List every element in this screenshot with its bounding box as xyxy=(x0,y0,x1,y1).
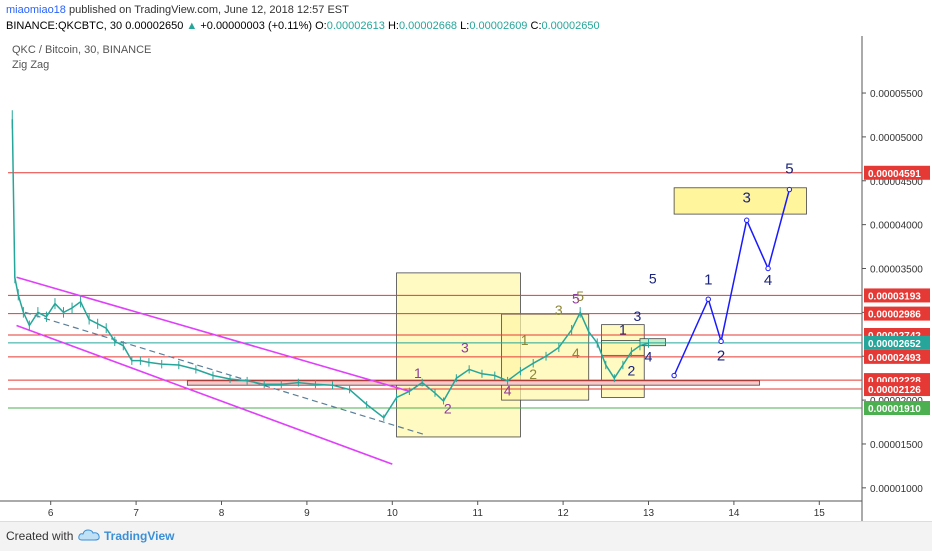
projection-point xyxy=(718,338,724,345)
wave-label: 5 xyxy=(576,288,584,304)
x-tick-label: 12 xyxy=(558,508,570,519)
wave-label: 4 xyxy=(572,345,580,361)
wave-label: 1 xyxy=(619,321,627,337)
created-with-text: Created with xyxy=(6,529,74,543)
wave-label: 2 xyxy=(444,400,452,416)
author-link[interactable]: miaomiao18 xyxy=(6,4,66,16)
projection-wave-label: 5 xyxy=(785,161,793,178)
projection-wave-label: 2 xyxy=(717,348,725,365)
x-tick-label: 14 xyxy=(728,508,740,519)
y-tick-label: 0.00001000 xyxy=(870,484,923,495)
ohlc-line: BINANCE:QKCBTC, 30 0.00002650 ▲ +0.00000… xyxy=(6,20,600,32)
price-chart[interactable]: QKC / Bitcoin, 30, BINANCE Zig Zag 12345… xyxy=(0,36,932,521)
projection-wave-label: 4 xyxy=(764,272,772,289)
high-label: H: xyxy=(387,20,399,32)
price-level-tag xyxy=(864,165,930,180)
y-tick-label: 0.00003500 xyxy=(870,265,923,276)
price-level-tag xyxy=(864,401,930,415)
chart-title: QKC / Bitcoin, 30, BINANCE xyxy=(12,44,151,56)
support-zone-box xyxy=(186,380,760,386)
y-tick-label: 0.00005500 xyxy=(870,89,923,100)
price-change: +0.00000003 (+0.11%) xyxy=(200,20,313,32)
wave-label: 5 xyxy=(649,270,657,286)
channel-upper-line xyxy=(16,276,410,393)
price-level-tag-label: 0.00003193 xyxy=(868,291,921,302)
analysis-box xyxy=(601,340,645,356)
projection-point xyxy=(744,217,750,223)
open-label: O: xyxy=(315,20,327,32)
price-level-tag-label: 0.00002228 xyxy=(868,376,921,387)
close-value: 0.00002650 xyxy=(541,20,600,32)
wave-label: 5 xyxy=(572,291,580,307)
x-tick-label: 6 xyxy=(48,508,54,519)
y-tick-label: 0.00004000 xyxy=(870,221,923,232)
x-tick-label: 9 xyxy=(304,508,310,519)
price-level-tag-label: 0.00004591 xyxy=(868,169,921,180)
published-text: published on TradingView.com, June 12, 2… xyxy=(65,4,349,16)
price-level-tag-label: 0.00001910 xyxy=(868,404,921,415)
wave-label: 3 xyxy=(633,308,641,324)
price-level-tag-label: 0.00002126 xyxy=(868,385,921,396)
low-label: L: xyxy=(460,20,470,32)
wave-label: 3 xyxy=(461,340,469,356)
up-triangle-icon: ▲ xyxy=(186,20,198,32)
projection-wave-label: 1 xyxy=(704,271,712,288)
price-level-tag xyxy=(864,335,930,350)
channel-lower-line xyxy=(16,324,393,465)
analysis-box xyxy=(396,272,521,438)
low-value: 0.00002609 xyxy=(469,20,528,32)
price-level-tag xyxy=(864,306,930,321)
wave-label: 2 xyxy=(529,366,537,382)
y-tick-label: 0.00005000 xyxy=(870,133,923,144)
price-level-tag xyxy=(864,288,930,303)
chart-header: miaomiao18 published on TradingView.com,… xyxy=(0,0,932,36)
high-value: 0.00002668 xyxy=(398,20,458,32)
price-level-tag xyxy=(864,349,930,364)
tradingview-brand[interactable]: TradingView xyxy=(104,529,175,543)
projection-path xyxy=(673,189,791,376)
wave-label: 2 xyxy=(628,363,636,379)
price-level-tag-label: 0.00002652 xyxy=(868,339,921,350)
projection-point xyxy=(765,265,771,272)
wave-label: 4 xyxy=(504,383,512,399)
wave-label: 3 xyxy=(555,302,563,318)
last-price: 0.00002650 xyxy=(125,20,184,32)
wave-label: 1 xyxy=(414,365,422,381)
open-value: 0.00002613 xyxy=(326,20,385,32)
wave-label: 4 xyxy=(645,349,653,365)
projection-point xyxy=(705,296,711,302)
x-tick-label: 7 xyxy=(133,508,139,519)
publish-line: miaomiao18 published on TradingView.com,… xyxy=(6,4,349,16)
price-level-tag-label: 0.00002493 xyxy=(868,353,921,364)
indicator-label: Zig Zag xyxy=(12,59,49,71)
x-tick-label: 15 xyxy=(814,508,826,519)
projection-point xyxy=(786,186,793,193)
x-tick-label: 13 xyxy=(643,508,655,519)
x-tick-label: 11 xyxy=(473,508,484,519)
projection-wave-label: 3 xyxy=(743,190,751,207)
close-label: C: xyxy=(530,20,542,32)
tradingview-cloud-icon xyxy=(78,529,100,541)
price-level-tag xyxy=(864,382,930,397)
x-tick-label: 8 xyxy=(219,508,225,519)
x-tick-label: 10 xyxy=(387,508,399,519)
footer: Created with TradingView xyxy=(0,521,932,551)
wave-label: 1 xyxy=(521,332,529,348)
y-tick-label: 0.00004500 xyxy=(870,177,923,188)
y-tick-label: 0.00001500 xyxy=(870,440,923,451)
price-level-tag-label: 0.00002986 xyxy=(868,310,921,321)
projection-point xyxy=(671,372,677,379)
symbol-label: BINANCE:QKCBTC, 30 xyxy=(6,20,123,32)
